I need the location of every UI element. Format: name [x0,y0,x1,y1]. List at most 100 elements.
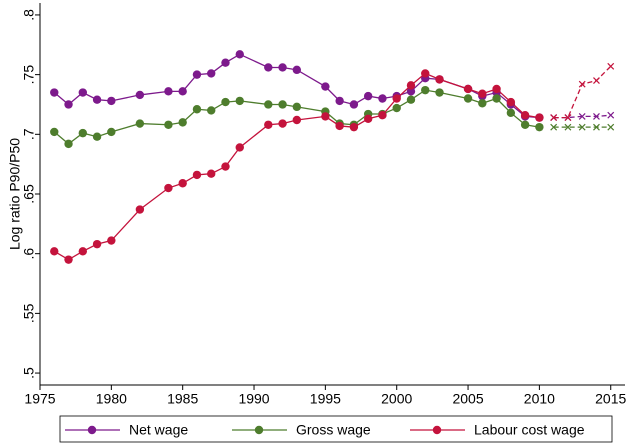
dot-marker [64,139,73,149]
cross-marker [578,80,586,88]
dot-marker [492,84,501,94]
cross-marker [578,123,586,131]
cross-marker [564,114,572,122]
y-axis-title: Log ratio P90/P50 [7,138,23,250]
dot-marker [378,111,387,120]
cross-marker [607,111,615,119]
cross-marker [593,123,600,131]
dot-marker [207,169,216,178]
dot-marker [535,122,544,132]
dot-marker [207,69,216,78]
dot-marker [520,120,530,129]
dot-marker [535,113,544,122]
dot-marker [235,143,244,152]
dot-marker [292,115,302,125]
dot-marker [392,94,401,103]
dot-marker [221,58,230,67]
cross-marker [564,123,572,131]
dot-marker [107,127,116,137]
dot-marker [178,179,187,188]
y-tick-label: .5 [21,367,37,379]
legend-marker [87,425,97,435]
dot-marker [178,118,187,127]
dot-marker [421,69,430,78]
dot-marker [435,75,444,84]
dot-marker [363,91,373,101]
dot-marker [92,95,102,104]
x-tick-label: 2015 [595,391,626,407]
dot-marker [107,236,116,245]
dot-marker [421,85,430,95]
dot-marker [278,100,287,109]
dot-marker [221,162,230,171]
dot-marker [292,102,302,112]
dot-marker [292,65,302,75]
x-tick-label: 2005 [452,391,483,407]
dot-marker [264,63,273,72]
dot-marker [235,50,244,59]
dot-marker [378,94,387,103]
dot-marker [164,120,173,129]
dot-marker [192,70,202,79]
dot-marker [192,170,202,180]
dot-marker [492,94,501,103]
legend-marker [254,425,264,435]
dot-marker [321,112,330,121]
dot-marker [164,87,173,96]
cross-marker [593,112,600,120]
dot-marker [135,119,145,128]
dot-marker [92,132,102,141]
dot-marker [78,88,88,97]
dot-marker [520,111,530,120]
dot-marker [135,205,145,214]
legend-box [59,415,613,443]
dot-marker [406,95,416,104]
x-tick-label: 2000 [381,391,412,407]
x-tick-label: 1990 [238,391,269,407]
cross-marker [607,123,615,131]
dot-marker [335,96,344,106]
legend-label: Labour cost wage [474,422,585,438]
legend-label: Net wage [129,422,188,438]
dot-marker [135,90,145,100]
dot-marker [478,89,487,98]
dot-marker [92,239,102,249]
dot-marker [321,82,330,91]
dot-marker [207,106,216,115]
dot-marker [264,100,273,109]
dot-marker [278,63,287,72]
dot-marker [392,103,401,113]
dot-marker [107,96,116,106]
dot-marker [50,88,59,97]
y-tick-label: .55 [21,303,37,323]
dot-marker [64,255,73,264]
cross-marker [550,123,558,131]
dot-marker [78,247,88,256]
cross-marker [550,114,558,122]
dot-marker [349,100,359,109]
dot-marker [406,81,416,90]
dot-marker [192,105,202,114]
cross-marker [607,62,615,70]
dot-marker [50,247,59,256]
dot-marker [463,94,473,103]
dot-marker [406,87,416,96]
x-tick-label: 1985 [167,391,198,407]
x-tick-label: 2010 [524,391,555,407]
y-tick-label: .65 [21,184,37,204]
dot-marker [50,127,59,137]
cross-marker [593,77,600,85]
cross-marker [578,112,586,120]
dot-marker [164,183,173,193]
dot-marker [235,96,244,106]
dot-marker [335,121,344,131]
dot-marker [349,122,359,132]
dot-marker [264,120,273,129]
dot-marker [278,119,287,128]
x-tick-label: 1980 [96,391,127,407]
legend-label: Gross wage [296,422,371,438]
legend-marker [432,425,442,435]
dot-marker [363,114,373,123]
